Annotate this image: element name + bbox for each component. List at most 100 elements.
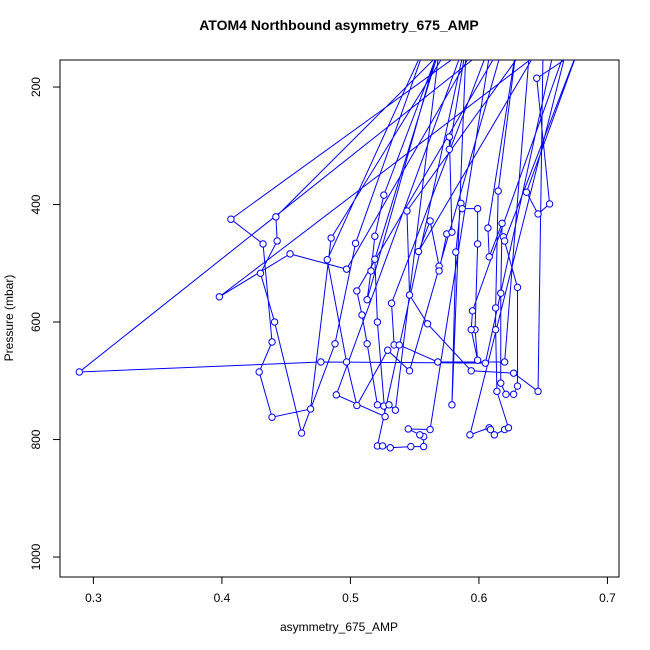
data-point xyxy=(509,390,518,398)
data-point xyxy=(437,43,443,49)
plot-frame xyxy=(59,59,620,578)
y-tick-label: 400 xyxy=(29,194,43,214)
y-tick-label: 800 xyxy=(29,429,43,449)
data-point xyxy=(363,296,371,304)
y-tick-label: 1000 xyxy=(29,543,43,570)
data-point xyxy=(317,358,325,366)
data-point xyxy=(458,204,466,213)
data-point xyxy=(367,267,375,275)
data-point xyxy=(358,311,366,319)
data-point xyxy=(434,358,442,366)
data-point xyxy=(534,387,542,396)
x-axis-label: asymmetry_675_AMP xyxy=(280,620,398,634)
data-point xyxy=(383,346,392,354)
data-point xyxy=(435,267,443,275)
data-point xyxy=(391,406,400,414)
data-point xyxy=(500,237,509,245)
x-tick-label: 0.4 xyxy=(214,591,231,605)
data-point xyxy=(419,442,428,451)
data-point xyxy=(498,219,506,228)
data-point xyxy=(255,368,263,376)
data-point xyxy=(268,338,276,346)
data-point xyxy=(424,37,430,43)
data-point xyxy=(463,37,469,43)
y-axis-label: Pressure (mbar) xyxy=(2,275,16,362)
data-point xyxy=(353,287,361,295)
data-point xyxy=(494,187,502,195)
data-point xyxy=(378,442,387,450)
data-point xyxy=(373,401,382,409)
data-point xyxy=(448,228,456,236)
data-point xyxy=(327,234,335,242)
data-point xyxy=(476,37,482,43)
plot-area xyxy=(75,31,597,452)
data-point xyxy=(485,253,493,261)
data-point xyxy=(486,425,495,434)
data-point xyxy=(501,37,507,43)
data-point xyxy=(540,37,546,43)
data-point xyxy=(448,401,456,409)
y-tick-label: 600 xyxy=(29,312,43,332)
data-point xyxy=(423,320,432,328)
data-point xyxy=(484,224,492,232)
data-point xyxy=(403,207,411,215)
data-point xyxy=(490,431,499,439)
data-point xyxy=(445,145,454,154)
data-point xyxy=(481,359,490,367)
data-point xyxy=(497,289,505,297)
data-point xyxy=(489,37,495,43)
data-point xyxy=(405,291,414,299)
data-point xyxy=(342,265,351,273)
data-point xyxy=(522,188,531,196)
data-point xyxy=(342,358,351,366)
data-point xyxy=(353,401,361,410)
x-tick-label: 0.6 xyxy=(471,591,488,605)
data-point xyxy=(527,37,533,43)
data-point xyxy=(509,369,518,377)
data-point xyxy=(426,217,434,225)
chart-title: ATOM4 Northbound asymmetry_675_AMP xyxy=(199,17,479,33)
data-point xyxy=(385,401,393,409)
data-point xyxy=(306,405,315,413)
data-point xyxy=(502,390,510,398)
data-point xyxy=(468,307,477,315)
data-point xyxy=(332,391,340,399)
data-point xyxy=(371,232,379,240)
data-point xyxy=(259,240,267,248)
data-point xyxy=(501,31,507,37)
data-point xyxy=(404,425,412,433)
data-point xyxy=(351,239,360,248)
data-point xyxy=(75,368,83,376)
data-point xyxy=(493,387,501,396)
data-point xyxy=(450,37,456,43)
data-point xyxy=(473,240,482,248)
data-point xyxy=(371,255,379,263)
data-point xyxy=(473,356,482,364)
data-point xyxy=(504,424,513,432)
data-point xyxy=(500,358,509,366)
data-point xyxy=(215,293,224,301)
data-point xyxy=(273,237,281,245)
data-point xyxy=(414,247,423,256)
data-point xyxy=(256,269,265,277)
data-point xyxy=(227,215,235,223)
data-point xyxy=(363,340,371,348)
x-tick-label: 0.7 xyxy=(599,591,616,605)
data-point xyxy=(426,425,434,434)
x-tick-label: 0.5 xyxy=(342,591,359,605)
data-point xyxy=(381,412,389,421)
x-tick-label: 0.3 xyxy=(85,591,102,605)
data-point xyxy=(566,37,572,43)
data-point xyxy=(416,431,424,439)
data-point xyxy=(407,442,415,451)
data-point xyxy=(491,325,500,334)
data-point xyxy=(386,444,394,452)
data-point xyxy=(387,299,396,307)
data-point xyxy=(497,379,505,387)
data-point xyxy=(268,413,276,421)
data-point xyxy=(473,204,482,213)
data-point xyxy=(286,250,294,258)
data-point xyxy=(591,37,597,43)
